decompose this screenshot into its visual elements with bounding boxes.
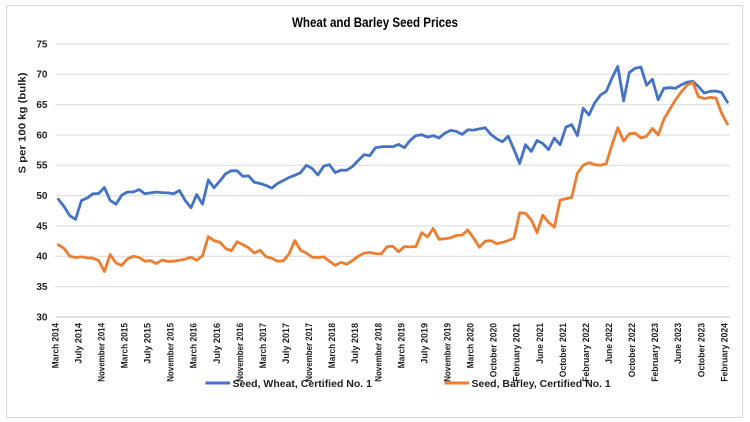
svg-text:55: 55 <box>36 161 48 172</box>
svg-text:40: 40 <box>36 252 48 263</box>
svg-text:October 2023: October 2023 <box>696 323 707 377</box>
svg-text:30: 30 <box>36 312 48 323</box>
svg-text:35: 35 <box>36 282 48 293</box>
svg-text:June 2023: June 2023 <box>673 323 684 364</box>
svg-text:S per 100 kg (bulk): S per 100 kg (bulk) <box>18 73 29 174</box>
svg-text:July 2018: July 2018 <box>350 323 361 364</box>
svg-text:February 2023: February 2023 <box>650 323 661 382</box>
svg-text:June 2022: June 2022 <box>604 323 615 364</box>
svg-text:March 2019: March 2019 <box>396 323 407 368</box>
svg-text:50: 50 <box>36 191 48 202</box>
svg-text:July 2019: July 2019 <box>420 323 431 364</box>
svg-text:November 2019: November 2019 <box>443 323 454 382</box>
svg-text:Wheat and Barley Seed Prices: Wheat and Barley Seed Prices <box>292 14 458 30</box>
svg-text:65: 65 <box>36 100 48 111</box>
svg-text:Seed, Barley, Certified No. 1: Seed, Barley, Certified No. 1 <box>472 378 611 390</box>
svg-text:February 2022: February 2022 <box>581 323 592 382</box>
svg-text:November 2018: November 2018 <box>373 323 384 382</box>
svg-text:February 2024: February 2024 <box>719 322 730 381</box>
svg-text:March 2020: March 2020 <box>466 323 477 368</box>
svg-text:July 2015: July 2015 <box>143 322 154 363</box>
svg-text:March 2016: March 2016 <box>189 323 200 368</box>
svg-text:February 2021: February 2021 <box>512 322 523 381</box>
svg-text:70: 70 <box>36 70 48 81</box>
svg-text:60: 60 <box>36 130 48 141</box>
svg-text:November 2016: November 2016 <box>235 323 246 382</box>
svg-text:March 2018: March 2018 <box>327 323 338 368</box>
svg-text:October 2021: October 2021 <box>558 322 569 377</box>
svg-text:June 2021: June 2021 <box>535 322 546 363</box>
svg-text:March 2014: March 2014 <box>50 322 61 368</box>
svg-text:July 2017: July 2017 <box>281 323 292 364</box>
svg-text:July 2014: July 2014 <box>73 322 84 363</box>
svg-text:November 2017: November 2017 <box>304 323 315 382</box>
svg-text:March 2015: March 2015 <box>120 322 131 368</box>
svg-text:November 2015: November 2015 <box>166 322 177 381</box>
svg-text:October 2022: October 2022 <box>627 323 638 377</box>
svg-text:March 2017: March 2017 <box>258 323 269 368</box>
svg-text:45: 45 <box>36 221 48 232</box>
svg-text:Seed, Wheat, Certified No. 1: Seed, Wheat, Certified No. 1 <box>233 378 373 390</box>
svg-text:October 2020: October 2020 <box>489 323 500 377</box>
svg-text:75: 75 <box>36 39 48 50</box>
svg-text:July 2016: July 2016 <box>212 323 223 364</box>
svg-text:November 2014: November 2014 <box>96 322 107 381</box>
